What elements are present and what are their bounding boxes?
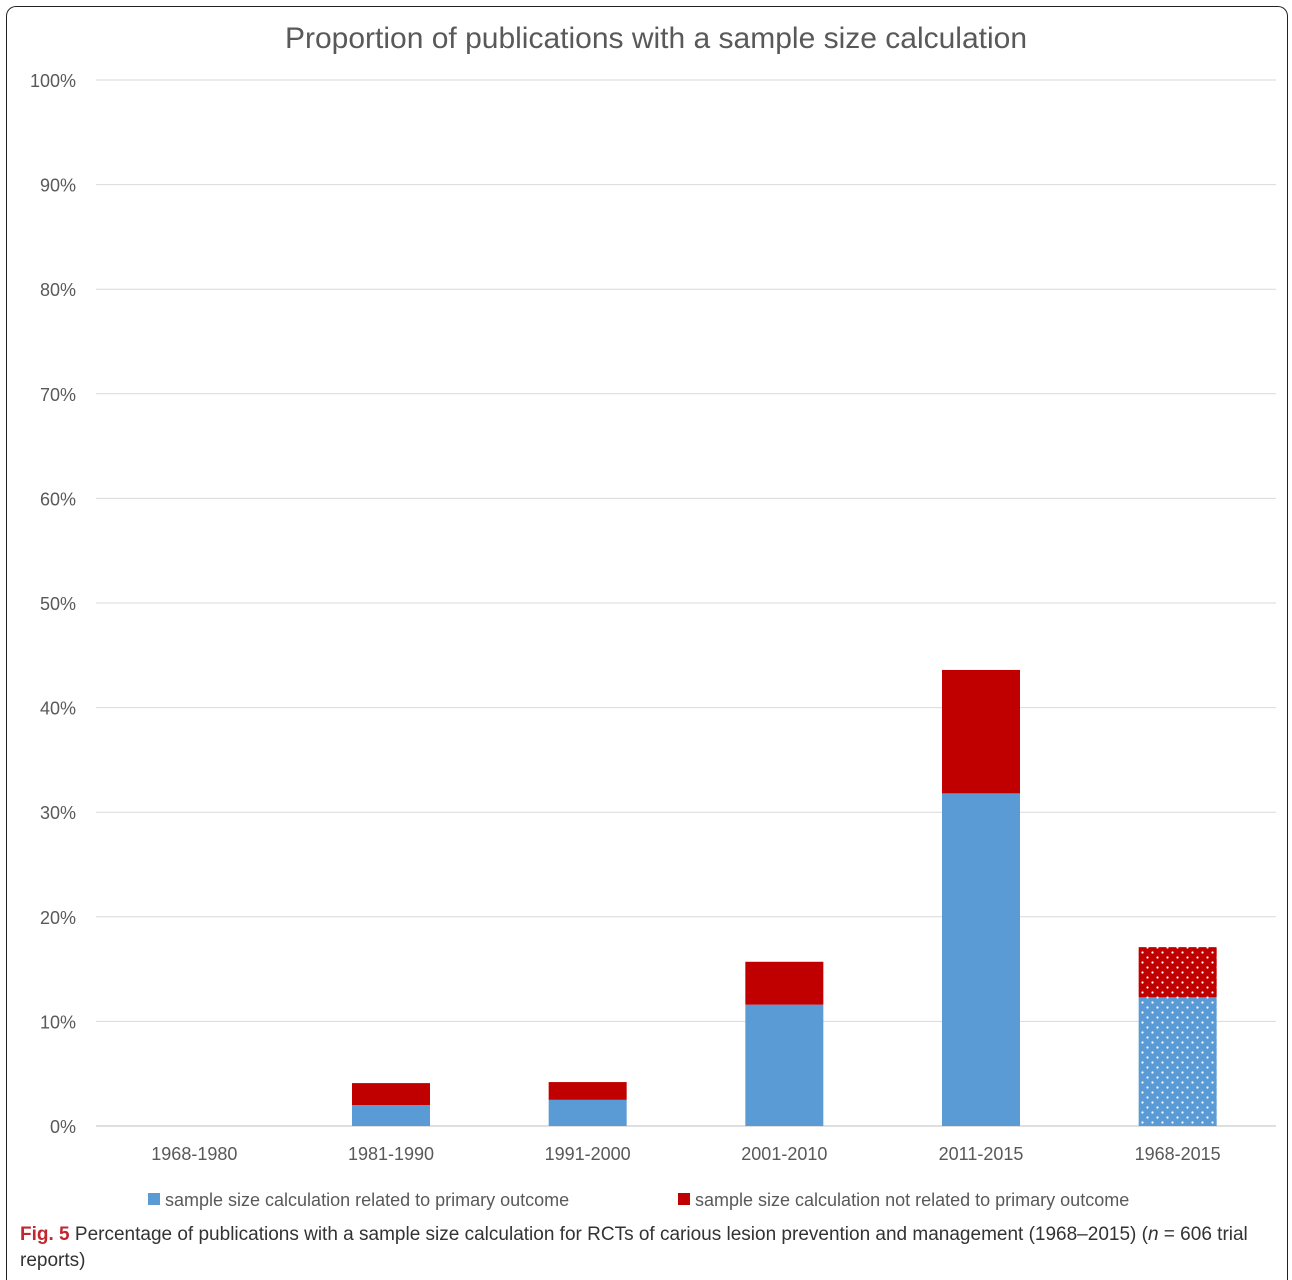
- bar-segment: [745, 961, 824, 1005]
- y-tick-label: 80%: [40, 280, 76, 300]
- legend: sample size calculation related to prima…: [148, 1190, 1129, 1210]
- caption-label: Fig. 5: [20, 1224, 70, 1245]
- figure-frame: [6, 6, 1288, 1280]
- y-tick-label: 50%: [40, 594, 76, 614]
- bar-segment: [548, 1099, 627, 1126]
- y-axis-ticks: 0% 10% 20% 30% 40% 50% 60% 70% 80% 90% 100%: [30, 71, 76, 1137]
- y-tick-label: 40%: [40, 699, 76, 719]
- legend-label: sample size calculation related to prima…: [165, 1190, 569, 1210]
- bar-segment: [942, 793, 1020, 1126]
- bar-segment: [352, 1083, 430, 1106]
- x-tick-label: 1968-2015: [1135, 1144, 1221, 1164]
- legend-swatch: [148, 1193, 160, 1205]
- x-axis-ticks: 1968-1980 1981-1990 1991-2000 2001-2010 2011…: [151, 1144, 1220, 1164]
- bars: [352, 669, 1217, 1126]
- y-tick-label: 30%: [40, 803, 76, 823]
- y-tick-label: 100%: [30, 71, 76, 91]
- y-tick-label: 70%: [40, 385, 76, 405]
- legend-label: sample size calculation not related to p…: [695, 1190, 1129, 1210]
- y-tick-label: 20%: [40, 908, 76, 928]
- bar-segment: [352, 1105, 430, 1126]
- y-tick-label: 0%: [50, 1117, 76, 1137]
- figure-caption: Fig. 5 Percentage of publications with a…: [20, 1222, 1255, 1274]
- caption-text-after: = 606 trial reports): [20, 1224, 1248, 1271]
- bar-segment: [745, 1004, 824, 1126]
- x-tick-label: 1991-2000: [545, 1144, 631, 1164]
- y-tick-label: 60%: [40, 489, 76, 509]
- y-tick-label: 10%: [40, 1012, 76, 1032]
- x-tick-label: 1981-1990: [348, 1144, 434, 1164]
- bar-segment: [942, 669, 1020, 794]
- bar-segment: [1138, 997, 1217, 1126]
- bar-segment: [548, 1082, 627, 1100]
- y-tick-label: 90%: [40, 176, 76, 196]
- caption-text-before: Percentage of publications with a sample…: [69, 1224, 1148, 1245]
- x-tick-label: 2001-2010: [741, 1144, 827, 1164]
- legend-swatch: [678, 1193, 690, 1205]
- bar-segment: [1138, 947, 1217, 998]
- gridlines: [96, 79, 1276, 1127]
- x-tick-label: 2011-2015: [939, 1144, 1024, 1164]
- caption-n-symbol: n: [1147, 1224, 1159, 1245]
- chart-title: Proportion of publications with a sample…: [285, 22, 1027, 55]
- x-tick-label: 1968-1980: [151, 1144, 237, 1164]
- chart: Proportion of publications with a sample…: [30, 22, 1276, 1210]
